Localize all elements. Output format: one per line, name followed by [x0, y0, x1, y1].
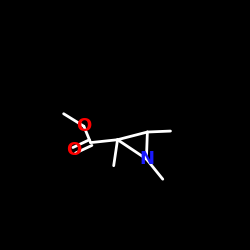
Text: O: O	[76, 117, 92, 135]
Text: O: O	[66, 141, 82, 159]
Text: N: N	[139, 150, 154, 168]
